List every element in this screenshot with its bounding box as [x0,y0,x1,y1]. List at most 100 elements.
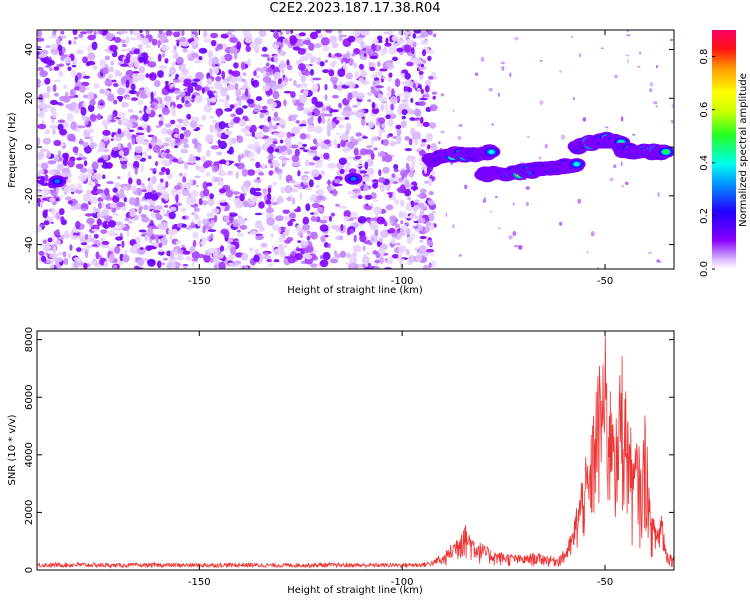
noise-blob [211,208,220,215]
noise-blob [39,70,48,78]
noise-blob [144,234,149,242]
noise-blob [62,96,71,103]
noise-blob [108,66,115,73]
noise-blob [217,176,223,183]
noise-blob [431,170,436,177]
noise-blob [309,146,318,151]
noise-blob [84,233,89,240]
noise-blob [72,30,78,36]
noise-blob [236,200,241,204]
noise-blob [302,90,309,97]
noise-blob [145,108,152,115]
noise-blob [186,113,192,120]
noise-blob [338,157,347,165]
noise-blob [395,135,402,143]
noise-blob [37,137,41,146]
noise-blob [289,114,299,118]
noise-blob [412,57,422,65]
noise-speckle [508,235,513,240]
noise-blob [266,82,275,86]
noise-blob [355,132,363,137]
noise-blob [210,219,215,226]
noise-blob [344,82,350,86]
colorbar-gradient [712,30,736,269]
noise-blob [37,45,42,50]
noise-blob [127,108,134,113]
noise-blob [400,184,406,191]
noise-blob [44,128,50,135]
noise-blob [391,173,396,178]
noise-blob [410,97,414,103]
noise-speckle [669,38,674,42]
noise-blob [218,261,226,269]
noise-blob [56,185,60,194]
noise-blob [49,99,58,106]
noise-speckle [527,136,530,138]
noise-blob [117,87,125,95]
noise-blob [298,94,304,99]
noise-blob [343,210,352,218]
noise-blob [206,149,211,158]
noise-blob [79,167,88,173]
noise-blob [149,72,157,81]
noise-blob [46,260,52,264]
noise-blob [298,70,302,78]
noise-blob [310,231,318,240]
noise-blob [120,39,127,44]
noise-blob [151,175,157,184]
noise-blob [295,83,301,88]
noise-blob [379,150,386,158]
noise-blob [218,171,227,177]
noise-blob [266,155,276,159]
noise-blob [409,117,416,121]
noise-blob [345,72,354,80]
noise-blob [182,250,191,255]
noise-blob [407,155,412,162]
noise-blob [272,84,277,93]
noise-blob [93,233,99,239]
noise-blob [403,91,411,99]
noise-blob [388,192,393,199]
noise-blob [176,123,183,128]
noise-blob [202,218,208,226]
spectrogram-signal-tracks [48,131,674,188]
noise-blob [392,181,399,184]
noise-blob [198,198,203,206]
noise-blob [292,100,296,104]
noise-blob [44,245,52,250]
noise-blob [67,184,77,193]
noise-blob [107,230,115,237]
noise-blob [212,119,218,124]
noise-blob [405,38,414,46]
noise-blob [133,48,140,55]
noise-blob [324,113,333,117]
noise-blob [63,84,68,89]
noise-blob [161,45,170,52]
snr-y-tick-label: 8000 [24,327,35,352]
noise-blob [412,33,417,39]
noise-blob [96,105,105,110]
noise-speckle [586,251,589,254]
noise-blob [419,74,424,80]
noise-blob [206,182,213,187]
noise-blob [431,71,436,78]
noise-blob [173,45,177,52]
noise-blob [418,149,426,156]
noise-blob [156,260,162,269]
noise-blob [172,158,179,163]
noise-blob [88,169,94,174]
noise-blob [388,72,393,78]
noise-blob [373,266,379,269]
noise-blob [422,59,427,64]
noise-blob [353,147,359,156]
noise-blob [322,252,331,261]
noise-blob [207,198,215,206]
noise-blob [57,119,66,124]
noise-speckle [498,92,500,97]
noise-blob [418,230,427,235]
noise-blob [38,100,44,104]
noise-blob [175,194,179,203]
noise-blob [272,125,278,130]
noise-blob [102,174,106,180]
noise-blob [87,180,94,187]
